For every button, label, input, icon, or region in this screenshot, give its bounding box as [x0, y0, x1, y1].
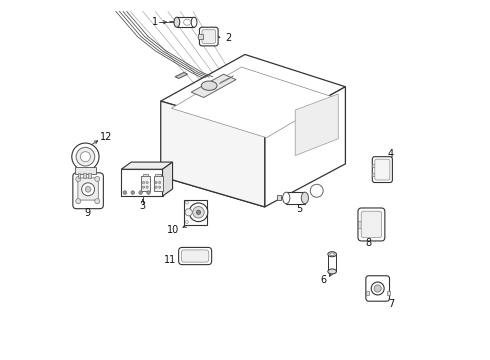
Circle shape	[196, 210, 200, 215]
Text: 1: 1	[152, 17, 158, 27]
Text: 5: 5	[296, 204, 302, 214]
FancyBboxPatch shape	[179, 247, 212, 265]
Bar	[153, 176, 163, 191]
Circle shape	[147, 191, 150, 194]
Text: 3: 3	[140, 201, 146, 211]
Text: 7: 7	[389, 299, 394, 309]
Circle shape	[310, 184, 323, 197]
Circle shape	[95, 176, 100, 181]
FancyBboxPatch shape	[375, 159, 390, 180]
Polygon shape	[191, 74, 236, 98]
Text: 11: 11	[164, 255, 176, 265]
Circle shape	[76, 199, 81, 204]
Bar	[155, 174, 161, 176]
Ellipse shape	[328, 252, 337, 257]
Text: 6: 6	[320, 275, 327, 285]
Circle shape	[193, 207, 204, 218]
Polygon shape	[265, 87, 345, 207]
Bar	[286, 192, 305, 204]
Text: 10: 10	[167, 225, 179, 235]
Circle shape	[143, 186, 145, 188]
FancyBboxPatch shape	[358, 208, 385, 241]
Bar	[141, 176, 150, 191]
Circle shape	[186, 201, 188, 204]
Circle shape	[146, 181, 148, 184]
Bar	[372, 173, 375, 176]
Bar	[358, 221, 362, 228]
FancyBboxPatch shape	[372, 157, 392, 183]
Circle shape	[146, 186, 148, 188]
Circle shape	[123, 191, 126, 194]
Circle shape	[76, 147, 95, 166]
Polygon shape	[161, 54, 345, 132]
Text: 8: 8	[365, 238, 371, 248]
Circle shape	[72, 143, 99, 170]
FancyBboxPatch shape	[366, 276, 390, 301]
FancyBboxPatch shape	[361, 211, 382, 238]
Circle shape	[155, 186, 157, 188]
Circle shape	[143, 181, 145, 184]
Bar	[83, 173, 86, 178]
Polygon shape	[161, 101, 265, 207]
Ellipse shape	[174, 17, 180, 27]
Text: 2: 2	[225, 33, 232, 43]
Bar	[277, 195, 281, 201]
Ellipse shape	[201, 81, 217, 90]
Polygon shape	[122, 169, 163, 196]
Circle shape	[185, 209, 192, 216]
Bar	[387, 291, 390, 295]
FancyBboxPatch shape	[199, 27, 218, 46]
Circle shape	[95, 199, 100, 204]
Ellipse shape	[330, 253, 334, 256]
Bar	[366, 291, 369, 295]
Circle shape	[159, 186, 161, 188]
Polygon shape	[295, 94, 338, 156]
Ellipse shape	[191, 17, 197, 27]
Circle shape	[186, 221, 188, 224]
Circle shape	[371, 282, 384, 295]
Text: 12: 12	[100, 132, 112, 142]
Circle shape	[85, 186, 91, 192]
Text: 9: 9	[85, 208, 91, 218]
Ellipse shape	[283, 192, 290, 204]
Circle shape	[155, 181, 157, 184]
Polygon shape	[163, 162, 172, 196]
Polygon shape	[172, 67, 335, 138]
Circle shape	[80, 152, 91, 162]
Polygon shape	[175, 72, 188, 78]
Bar	[184, 200, 207, 225]
FancyBboxPatch shape	[78, 178, 98, 200]
Polygon shape	[122, 162, 172, 169]
Bar	[143, 174, 148, 176]
Circle shape	[82, 183, 95, 196]
Bar	[77, 173, 80, 178]
Circle shape	[189, 203, 208, 222]
Ellipse shape	[184, 19, 191, 25]
FancyBboxPatch shape	[73, 173, 103, 209]
Polygon shape	[219, 76, 234, 84]
Bar	[177, 17, 194, 27]
Circle shape	[159, 181, 161, 184]
Circle shape	[374, 285, 381, 292]
Ellipse shape	[328, 269, 337, 274]
Circle shape	[76, 176, 81, 181]
FancyBboxPatch shape	[181, 250, 209, 262]
Text: 4: 4	[388, 149, 394, 159]
Ellipse shape	[301, 192, 309, 204]
Bar	[74, 167, 96, 174]
FancyBboxPatch shape	[202, 30, 216, 43]
Bar	[198, 35, 203, 39]
Circle shape	[139, 191, 143, 194]
Bar	[88, 173, 91, 178]
Bar	[372, 164, 375, 167]
Circle shape	[131, 191, 135, 194]
